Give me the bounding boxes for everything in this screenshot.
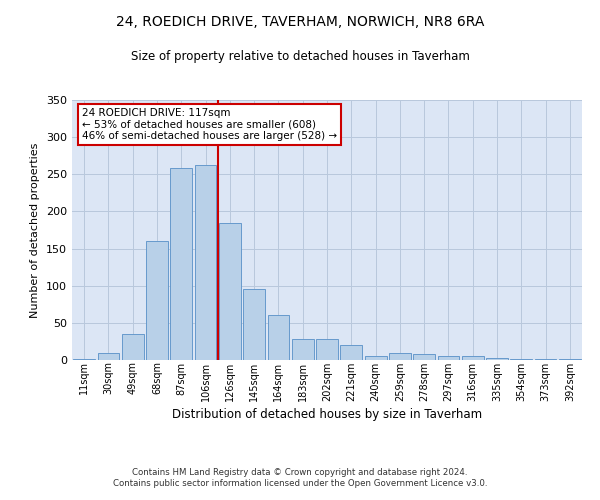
Bar xyxy=(219,222,241,360)
Text: 24, ROEDICH DRIVE, TAVERHAM, NORWICH, NR8 6RA: 24, ROEDICH DRIVE, TAVERHAM, NORWICH, NR… xyxy=(116,15,484,29)
Bar xyxy=(243,290,265,360)
Bar xyxy=(316,339,338,360)
Bar xyxy=(486,358,508,360)
Bar xyxy=(146,241,168,360)
Bar xyxy=(413,354,435,360)
Bar xyxy=(73,358,95,360)
Text: 24 ROEDICH DRIVE: 117sqm
← 53% of detached houses are smaller (608)
46% of semi-: 24 ROEDICH DRIVE: 117sqm ← 53% of detach… xyxy=(82,108,337,141)
Bar xyxy=(170,168,192,360)
Bar xyxy=(340,345,362,360)
Bar xyxy=(559,358,581,360)
Bar xyxy=(437,356,460,360)
Bar xyxy=(389,352,411,360)
Text: Contains HM Land Registry data © Crown copyright and database right 2024.
Contai: Contains HM Land Registry data © Crown c… xyxy=(113,468,487,487)
Bar xyxy=(292,339,314,360)
Bar xyxy=(511,358,532,360)
Text: Size of property relative to detached houses in Taverham: Size of property relative to detached ho… xyxy=(131,50,469,63)
Bar xyxy=(268,316,289,360)
Bar xyxy=(97,352,119,360)
X-axis label: Distribution of detached houses by size in Taverham: Distribution of detached houses by size … xyxy=(172,408,482,420)
Y-axis label: Number of detached properties: Number of detached properties xyxy=(31,142,40,318)
Bar xyxy=(365,356,386,360)
Bar xyxy=(462,356,484,360)
Bar xyxy=(122,334,143,360)
Bar xyxy=(194,166,217,360)
